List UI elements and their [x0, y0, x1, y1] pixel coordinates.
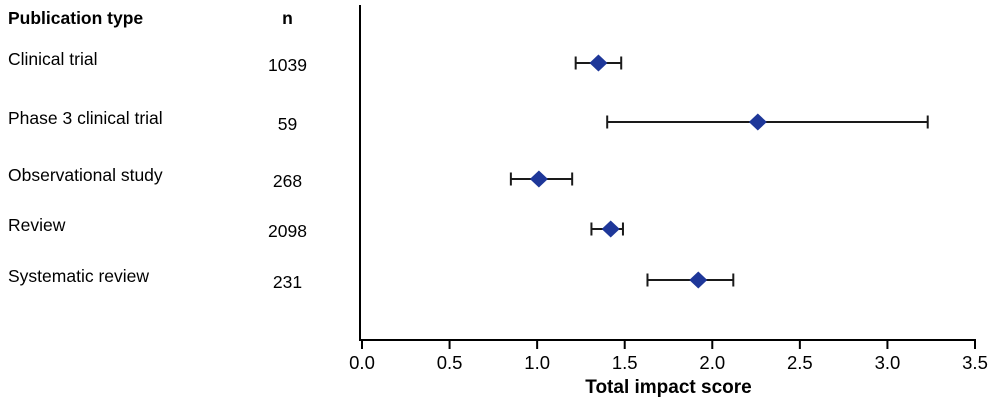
point-diamond — [689, 271, 708, 289]
point-diamond — [589, 54, 608, 72]
publication-type-label: Systematic review — [8, 266, 150, 286]
publication-type-label: Observational study — [8, 165, 163, 185]
publication-type-header: Publication type — [8, 8, 144, 28]
x-axis-title: Total impact score — [585, 377, 751, 398]
x-axis-tick-label: 1.0 — [524, 352, 550, 373]
point-diamond — [529, 170, 548, 188]
x-axis-tick-label: 2.0 — [699, 352, 725, 373]
n-value: 1039 — [268, 55, 307, 75]
x-axis-tick-label: 3.0 — [875, 352, 901, 373]
n-value: 231 — [272, 272, 303, 292]
x-axis-tick-label: 1.5 — [612, 352, 638, 373]
n-column-header: n — [282, 8, 293, 28]
n-value: 2098 — [268, 221, 307, 241]
x-axis-tick-label: 2.5 — [787, 352, 813, 373]
publication-type-label: Clinical trial — [8, 49, 98, 69]
publication-type-label: Phase 3 clinical trial — [8, 108, 163, 128]
point-diamond — [601, 220, 620, 238]
point-diamond — [748, 113, 767, 131]
publication-type-label: Review — [8, 215, 66, 235]
x-axis-tick-label: 0.0 — [349, 352, 375, 373]
x-axis-tick-label: 3.5 — [962, 352, 988, 373]
n-value: 59 — [277, 114, 298, 134]
x-axis-tick-label: 0.5 — [437, 352, 463, 373]
n-value: 268 — [272, 171, 303, 191]
